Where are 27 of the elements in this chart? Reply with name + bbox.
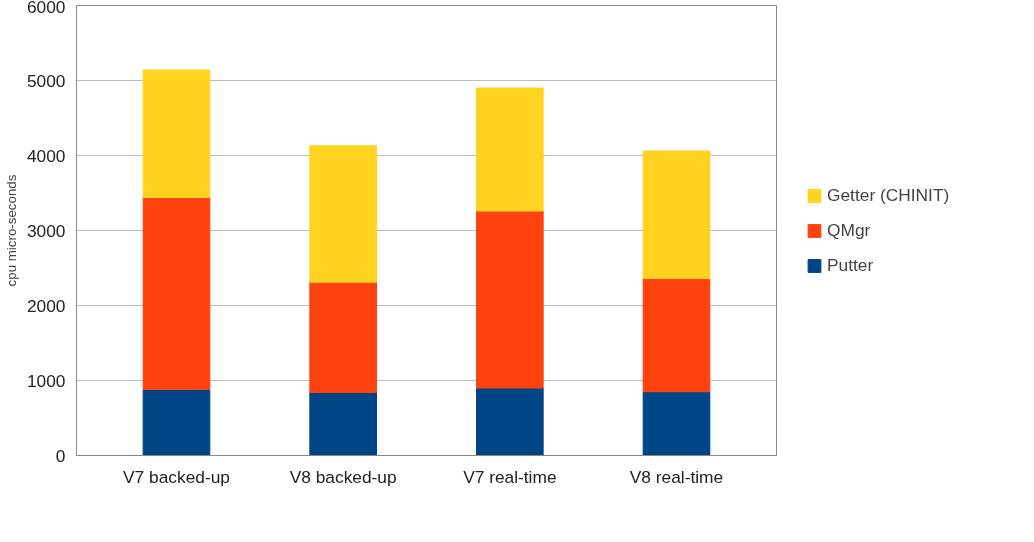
legend-label: Getter (CHINIT) — [827, 184, 950, 206]
x-tick-label: V7 backed-up — [123, 466, 230, 487]
bar — [642, 391, 711, 456]
bar — [642, 150, 711, 279]
bar — [309, 145, 377, 283]
y-tick-label: 2000 — [26, 295, 66, 316]
y-tick-label: 5000 — [26, 70, 66, 91]
legend-label: QMgr — [827, 219, 871, 241]
bar — [476, 87, 544, 212]
legend-label: Putter — [827, 254, 874, 276]
bar — [142, 389, 211, 456]
x-tick-label: V8 backed-up — [289, 466, 397, 487]
y-axis-title: cpu micro-seconds — [3, 174, 19, 287]
y-tick-label: 3000 — [26, 220, 66, 241]
y-tick-label: 1000 — [26, 370, 66, 391]
y-tick-label: 4000 — [26, 145, 66, 166]
y-tick-label: 6000 — [26, 0, 66, 17]
x-tick-label: V7 real-time — [463, 466, 557, 487]
bar — [309, 281, 377, 393]
bar — [142, 197, 211, 390]
bar — [142, 69, 211, 198]
bar — [642, 278, 711, 393]
x-tick-label: V8 real-time — [629, 466, 724, 487]
bar — [309, 392, 377, 456]
bar — [476, 387, 544, 456]
y-tick-label: 0 — [55, 445, 66, 466]
bar — [476, 210, 544, 389]
